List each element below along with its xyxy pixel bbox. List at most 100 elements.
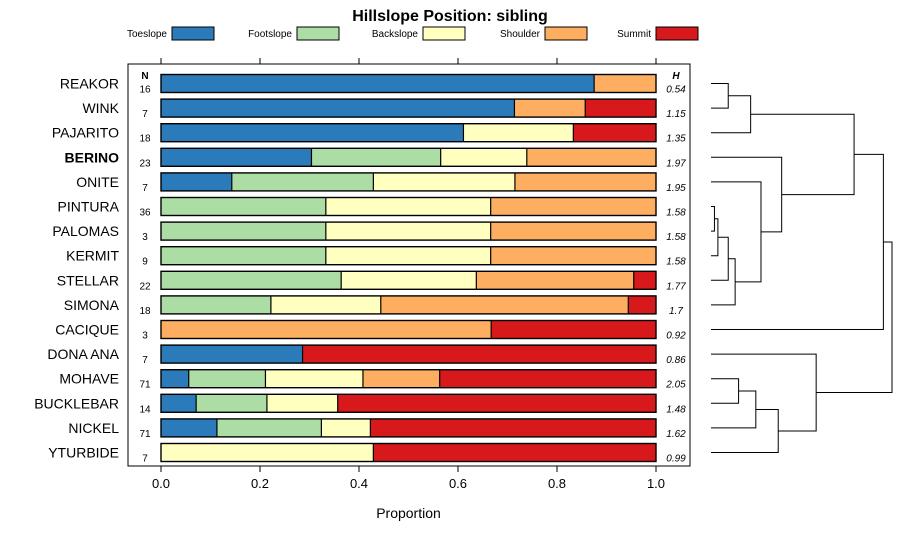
row-label: PALOMAS: [52, 223, 119, 239]
n-value: 3: [142, 232, 148, 243]
bar-segment-footslope: [161, 197, 326, 216]
h-value: 0.92: [666, 331, 686, 342]
legend-swatch-footslope: [296, 26, 340, 41]
row-label: PAJARITO: [52, 125, 119, 141]
x-tick-label: 1.0: [647, 476, 665, 491]
bar-segment-footslope: [188, 369, 266, 388]
row-simona: SIMONA 18 1.7: [64, 295, 683, 317]
h-value: 1.62: [666, 429, 686, 440]
bar-segment-shoulder: [380, 295, 629, 314]
bar-outline: [160, 245, 657, 266]
dendrogram-branch: [711, 236, 729, 281]
h-value: 1.48: [666, 404, 686, 415]
n-value: 22: [139, 281, 151, 292]
bar-segment-backslope: [325, 246, 491, 265]
h-value: 1.58: [666, 257, 686, 268]
bar-segment-summit: [439, 369, 656, 388]
legend-label-summit: Summit: [617, 29, 651, 40]
legend-swatch-toeslope: [171, 26, 215, 41]
bar-segment-summit: [573, 123, 656, 142]
row-onite: ONITE 7 1.95: [76, 172, 686, 194]
bar-segment-toeslope: [161, 123, 464, 142]
dendrogram-branch: [711, 353, 817, 432]
row-label: SIMONA: [64, 297, 120, 313]
bar-segment-toeslope: [161, 418, 217, 437]
legend-label-backslope: Backslope: [372, 29, 419, 40]
n-value: 7: [142, 355, 148, 366]
bar-segment-shoulder: [476, 271, 634, 290]
h-value: 0.86: [666, 355, 686, 366]
dendrogram-branch: [711, 83, 729, 109]
legend: Toeslope Footslope Backslope Shoulder Summit: [127, 26, 699, 41]
bar-outline: [160, 369, 657, 389]
bar-segment-backslope: [325, 222, 491, 241]
row-stellar: STELLAR 22 1.77: [57, 270, 686, 292]
bar-segment-backslope: [463, 123, 574, 142]
bar-segment-toeslope: [161, 369, 189, 388]
bar-segment-summit: [302, 345, 656, 364]
row-label: ONITE: [76, 174, 119, 190]
dendrogram-branch: [711, 156, 783, 233]
row-berino: BERINO 23 1.97: [65, 147, 686, 169]
bar-segment-shoulder: [362, 369, 440, 388]
bar-segment-backslope: [341, 271, 477, 290]
bar-outline: [160, 98, 657, 118]
bar-segment-backslope: [440, 148, 527, 167]
n-value: 3: [142, 331, 148, 342]
bar-outline: [160, 393, 657, 413]
bar-segment-summit: [633, 271, 656, 290]
row-wink: WINK 7 1.15: [82, 98, 686, 120]
dendrogram-branch: [711, 378, 740, 404]
bar-outline: [160, 73, 657, 94]
bar-segment-summit: [337, 394, 656, 413]
h-value: 1.15: [666, 109, 686, 120]
bar-segment-backslope: [321, 418, 371, 437]
row-label: BUCKLEBAR: [34, 395, 119, 411]
x-axis: 0.0 0.2 0.4 0.6 0.8 1.0: [152, 58, 665, 491]
h-value: 0.99: [666, 454, 686, 465]
bar-segment-backslope: [161, 443, 374, 462]
bar-segment-footslope: [216, 418, 322, 437]
plot-frame: [127, 63, 691, 467]
dendrogram-branch: [711, 390, 757, 429]
x-tick-label: 0.0: [152, 476, 170, 491]
row-label: MOHAVE: [59, 371, 119, 387]
bar-segment-shoulder: [526, 148, 656, 167]
n-value: 14: [139, 404, 151, 415]
n-value: 7: [142, 183, 148, 194]
row-label: PINTURA: [58, 199, 120, 215]
bar-segment-backslope: [265, 369, 363, 388]
bar-segment-toeslope: [161, 394, 197, 413]
bar-segment-shoulder: [490, 222, 656, 241]
bar-outline: [160, 344, 657, 364]
row-cacique: CACIQUE 3 0.92: [55, 319, 686, 342]
bar-segment-footslope: [231, 172, 374, 191]
bar-outline: [160, 122, 657, 143]
row-kermit: KERMIT 9 1.58: [66, 245, 686, 268]
bar-segment-backslope: [270, 295, 381, 314]
h-value: 1.97: [666, 158, 686, 169]
bar-outline: [160, 418, 657, 438]
row-label: WINK: [82, 100, 119, 116]
bar-segment-summit: [585, 99, 656, 118]
bar-outline: [160, 196, 657, 217]
h-value: 1.7: [669, 306, 683, 317]
row-label: REAKOR: [60, 76, 119, 92]
legend-swatch-shoulder: [544, 26, 588, 41]
bar-segment-shoulder: [490, 246, 656, 265]
bar-segment-summit: [370, 418, 656, 437]
dendrogram-branch: [711, 408, 779, 453]
legend-swatch-backslope: [422, 26, 466, 41]
bar-segment-shoulder: [594, 74, 656, 93]
n-value: 9: [142, 257, 148, 268]
n-value: 18: [139, 306, 151, 317]
dendrogram-branch: [816, 241, 893, 394]
bar-segment-shoulder: [161, 320, 492, 339]
bar-segment-summit: [373, 443, 656, 462]
bar-outline: [160, 442, 657, 463]
bar-outline: [160, 319, 657, 340]
row-label: KERMIT: [66, 248, 119, 264]
plot-panel: N H REAKOR 16 0.54 WINK 7 1.15 PAJARITO 18 1.35 B…: [34, 63, 691, 467]
x-axis-label: Proportion: [376, 505, 441, 521]
